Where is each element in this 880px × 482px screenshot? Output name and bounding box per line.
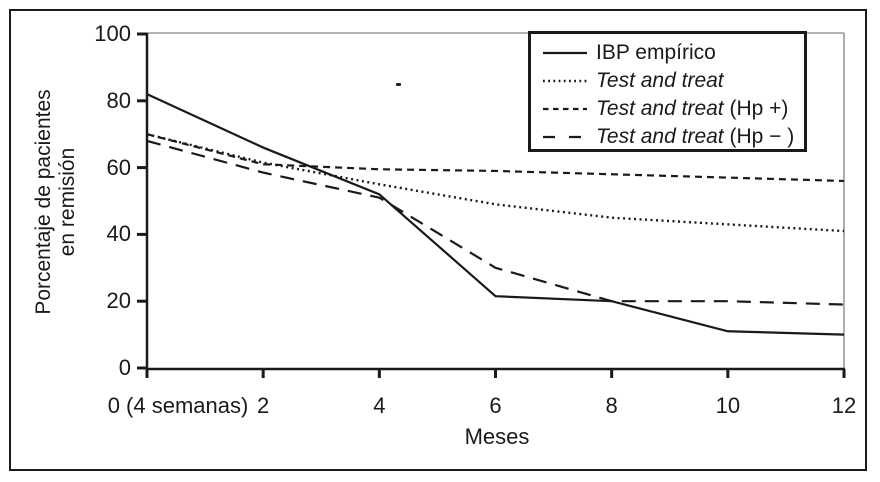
- legend-label: Test and treat: [596, 69, 724, 93]
- solid-line-swatch-icon: [543, 51, 587, 55]
- series-line-2: [146, 133, 845, 183]
- legend-box: IBP empírico Test and treat Test and tre…: [528, 31, 807, 152]
- legend-label: Test and treat (Hp − ): [596, 125, 794, 149]
- series-line-3: [146, 139, 845, 306]
- legend-label-italic: Test and treat: [596, 97, 724, 120]
- legend-label-regular: (Hp − ): [723, 125, 795, 148]
- legend-item-ibp-empirico: IBP empírico: [543, 39, 804, 67]
- long-dash-line-swatch-icon: [543, 135, 587, 139]
- legend-label-regular: IBP empírico: [596, 41, 716, 64]
- series-line-1: [146, 133, 845, 233]
- legend-item-test-and-treat: Test and treat: [543, 67, 804, 95]
- legend-item-test-and-treat-hp-pos: Test and treat (Hp +): [543, 95, 804, 123]
- series-line-0: [146, 93, 845, 336]
- legend-item-test-and-treat-hp-neg: Test and treat (Hp − ): [543, 123, 804, 151]
- legend-label: Test and treat (Hp +): [596, 97, 788, 121]
- dotted-line-swatch-icon: [543, 79, 587, 83]
- short-dash-line-swatch-icon: [543, 107, 587, 111]
- legend-label-italic: Test and treat: [596, 125, 724, 148]
- legend-label-regular: (Hp +): [723, 97, 789, 120]
- legend-label-italic: Test and treat: [596, 69, 724, 92]
- legend-label: IBP empírico: [596, 41, 716, 65]
